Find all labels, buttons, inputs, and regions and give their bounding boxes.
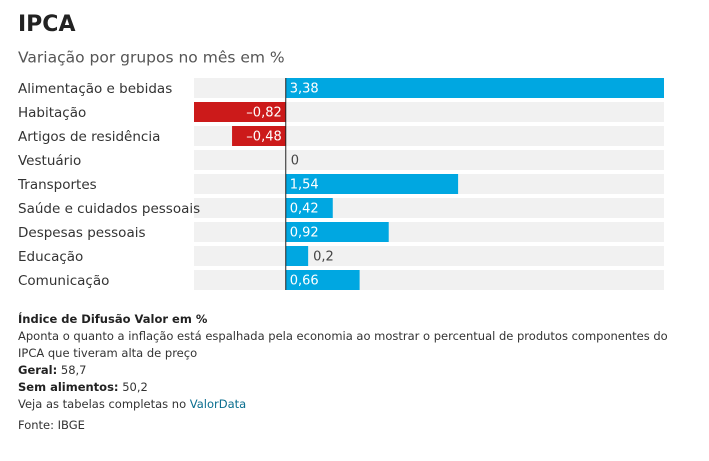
category-label: Artigos de residência: [18, 129, 160, 145]
category-label: Comunicação: [18, 273, 109, 289]
row-background: [194, 102, 664, 122]
row-background: [194, 126, 664, 146]
value-label: 0,2: [313, 250, 334, 265]
notes-description: Aponta o quanto a inflação está espalhad…: [18, 329, 668, 360]
chart-title: IPCA: [18, 12, 75, 37]
bar: [194, 102, 286, 122]
category-label: Despesas pessoais: [18, 225, 146, 241]
value-label: 0,42: [290, 202, 319, 217]
row-background: [194, 222, 664, 242]
category-label: Alimentação e bebidas: [18, 81, 172, 97]
bar: [285, 174, 459, 194]
value-label: 0,92: [290, 226, 319, 241]
category-label: Vestuário: [18, 153, 81, 169]
category-label: Saúde e cuidados pessoais: [18, 201, 200, 217]
bar: [285, 270, 360, 290]
value-label: –0,82: [246, 106, 281, 121]
row-background: [194, 246, 664, 266]
value-label: 0: [291, 154, 299, 169]
row-background: [194, 270, 664, 290]
no-food-value: 50,2: [122, 380, 148, 394]
value-label: 0,66: [290, 274, 319, 289]
value-label: –0,48: [246, 130, 281, 145]
notes-heading: Índice de Difusão Valor em %: [18, 312, 208, 326]
general-value: 58,7: [60, 363, 87, 377]
link-text: Veja as tabelas completas no: [18, 397, 187, 411]
row-background: [194, 198, 664, 218]
category-label: Transportes: [17, 177, 97, 193]
chart-subtitle: Variação por grupos no mês em %: [18, 49, 285, 67]
no-food-label: Sem alimentos:: [18, 380, 119, 394]
bar: [285, 78, 664, 98]
valordata-link[interactable]: ValorData: [189, 397, 247, 411]
source: Fonte: IBGE: [18, 418, 85, 432]
category-label: Educação: [18, 249, 83, 265]
bar: [232, 126, 286, 146]
general-label: Geral:: [18, 363, 58, 377]
bar: [285, 246, 309, 266]
value-label: 1,54: [290, 178, 319, 193]
bar: [285, 222, 389, 242]
category-label: Habitação: [18, 105, 86, 121]
value-label: 3,38: [290, 82, 319, 97]
chart: IPCA Variação por grupos no mês em % Ali…: [17, 12, 664, 290]
row-background: [194, 150, 664, 170]
notes: Índice de Difusão Valor em % Aponta o qu…: [18, 311, 688, 434]
bar: [285, 198, 333, 218]
